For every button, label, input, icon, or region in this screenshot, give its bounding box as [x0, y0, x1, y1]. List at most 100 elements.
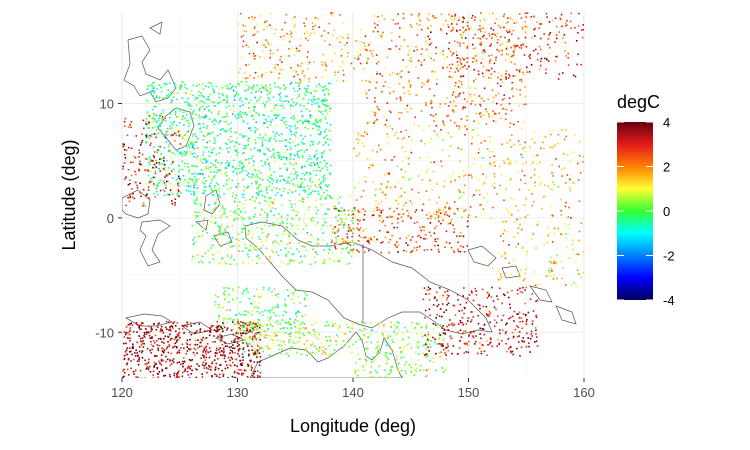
data-point [254, 180, 257, 183]
data-point [138, 358, 140, 361]
data-point [241, 100, 243, 103]
data-point [189, 368, 191, 370]
data-point [306, 172, 308, 174]
data-point [312, 140, 314, 143]
data-point [369, 333, 371, 336]
data-point [226, 115, 228, 118]
data-point [194, 368, 197, 370]
data-point [312, 351, 314, 354]
data-point [471, 319, 473, 321]
data-point [311, 323, 313, 326]
data-point [201, 211, 203, 214]
data-point [214, 164, 217, 166]
data-point [295, 82, 297, 84]
data-point [209, 100, 212, 102]
data-point [335, 248, 337, 250]
data-point [459, 59, 462, 61]
data-point [248, 176, 250, 178]
data-point [259, 334, 262, 336]
data-point [315, 153, 318, 155]
data-point [457, 248, 459, 251]
data-point [238, 164, 241, 167]
data-point [517, 209, 520, 212]
data-point [279, 86, 282, 89]
data-point [256, 288, 258, 291]
data-point [519, 89, 521, 91]
data-point [226, 226, 229, 229]
data-point [291, 346, 293, 348]
data-point [223, 120, 225, 123]
data-point [176, 124, 178, 127]
data-point [201, 162, 204, 164]
data-point [268, 176, 271, 179]
data-point [249, 99, 252, 102]
data-point [478, 112, 481, 115]
data-point [217, 306, 220, 309]
data-point [345, 248, 347, 250]
data-point [141, 337, 144, 339]
data-point [170, 337, 173, 340]
data-point [123, 354, 126, 357]
data-point [555, 55, 557, 58]
data-point [509, 56, 511, 58]
data-point [338, 202, 340, 204]
data-point [180, 363, 182, 365]
data-point [182, 325, 185, 327]
data-point [429, 183, 432, 186]
data-point [326, 99, 328, 102]
data-point [218, 87, 221, 89]
data-point [182, 362, 184, 365]
data-point [183, 150, 186, 153]
data-point [222, 373, 225, 376]
data-point [367, 80, 370, 82]
data-point [523, 340, 526, 343]
data-point [444, 180, 446, 182]
data-point [336, 208, 339, 210]
data-point [179, 88, 182, 90]
data-point [459, 196, 461, 199]
data-point [525, 345, 528, 348]
data-point [246, 122, 249, 125]
data-point [176, 107, 178, 109]
data-point [448, 64, 451, 66]
data-point [524, 182, 527, 185]
data-point [533, 200, 535, 203]
data-point [188, 106, 190, 108]
data-point [136, 341, 139, 344]
data-point [259, 149, 261, 152]
data-point [230, 214, 232, 217]
data-point [288, 321, 291, 323]
data-point [239, 327, 241, 330]
data-point [522, 71, 524, 74]
data-point [504, 332, 507, 335]
data-point [145, 124, 148, 126]
data-point [325, 184, 327, 186]
data-point [278, 157, 281, 159]
data-point [226, 147, 228, 150]
data-point [239, 330, 242, 332]
data-point [209, 166, 212, 168]
data-point [173, 338, 176, 341]
data-point [355, 340, 357, 343]
data-point [232, 361, 234, 364]
data-point [402, 59, 404, 61]
data-point [401, 160, 404, 163]
data-point [250, 92, 253, 94]
data-point [502, 15, 505, 17]
data-point [391, 215, 394, 218]
data-point [524, 31, 527, 34]
data-point [151, 120, 154, 123]
data-point [198, 261, 200, 264]
data-point [462, 34, 465, 36]
data-point [441, 327, 443, 329]
data-point [191, 359, 193, 361]
data-point [186, 87, 188, 90]
data-point [479, 204, 481, 207]
data-point [252, 173, 255, 176]
data-point [396, 321, 398, 324]
data-point [177, 164, 180, 167]
data-point [227, 138, 230, 141]
data-point [287, 322, 290, 325]
data-point [516, 44, 519, 47]
data-point [581, 36, 584, 39]
